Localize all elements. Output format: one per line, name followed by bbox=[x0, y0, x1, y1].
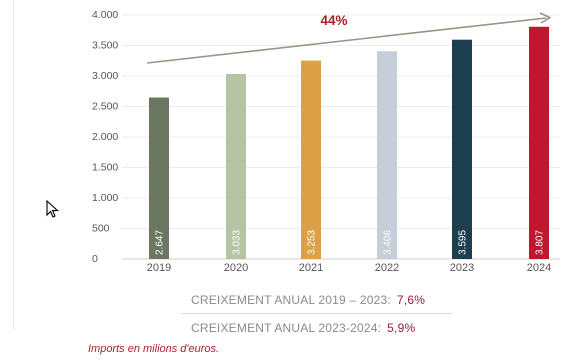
bar-value-label: 3.406 bbox=[383, 230, 394, 255]
bar bbox=[377, 51, 397, 259]
growth-divider bbox=[182, 313, 452, 314]
bar bbox=[529, 26, 549, 260]
trend-label: 44% bbox=[320, 13, 347, 28]
x-tick-label: 2024 bbox=[527, 262, 551, 274]
bar-value-label: 3.807 bbox=[535, 230, 546, 255]
y-tick-label: 500 bbox=[92, 223, 110, 235]
trend-arrow-head bbox=[539, 12, 551, 24]
growth-row-2023-2024: CREIXEMENT ANUAL 2023-2024: 5,9% bbox=[191, 321, 415, 335]
trend-arrow-line bbox=[146, 17, 547, 64]
bar-value-label: 2.647 bbox=[155, 230, 166, 255]
y-tick-label: 3.500 bbox=[92, 40, 118, 52]
bar-value-label: 3.253 bbox=[307, 230, 318, 255]
bar bbox=[301, 60, 321, 259]
y-tick-label: 1.500 bbox=[92, 162, 118, 174]
bar bbox=[149, 97, 169, 260]
x-tick-label: 2023 bbox=[450, 262, 474, 274]
growth-label: CREIXEMENT ANUAL 2019 – 2023: bbox=[191, 293, 391, 307]
x-tick-label: 2022 bbox=[375, 262, 399, 274]
y-tick-label: 2.000 bbox=[92, 131, 118, 143]
x-tick-label: 2020 bbox=[224, 262, 248, 274]
y-tick-label: 1.000 bbox=[92, 192, 118, 204]
bar bbox=[226, 73, 246, 259]
y-tick-label: 2.500 bbox=[92, 101, 118, 113]
growth-label: CREIXEMENT ANUAL 2023-2024: bbox=[191, 321, 382, 335]
mouse-pointer-icon bbox=[46, 200, 59, 218]
y-tick-label: 0 bbox=[92, 253, 98, 265]
growth-value: 7,6% bbox=[396, 293, 426, 307]
left-divider bbox=[13, 0, 14, 330]
bar-value-label: 3.595 bbox=[458, 230, 469, 255]
x-tick-label: 2019 bbox=[147, 262, 171, 274]
growth-row-2019-2023: CREIXEMENT ANUAL 2019 – 2023: 7,6% bbox=[191, 293, 425, 307]
y-tick-label: 4.000 bbox=[92, 9, 118, 21]
units-note: Imports en milions d'euros. bbox=[88, 343, 220, 355]
bar-value-label: 3.033 bbox=[232, 230, 243, 255]
growth-value: 5,9% bbox=[387, 321, 416, 335]
bar bbox=[452, 39, 472, 259]
x-tick-label: 2021 bbox=[299, 262, 323, 274]
revenue-bar-chart: 0 500 1.000 1.500 2.000 2.500 3.000 3.500 4.000 2… bbox=[92, 9, 560, 274]
y-tick-label: 3.000 bbox=[92, 70, 118, 82]
